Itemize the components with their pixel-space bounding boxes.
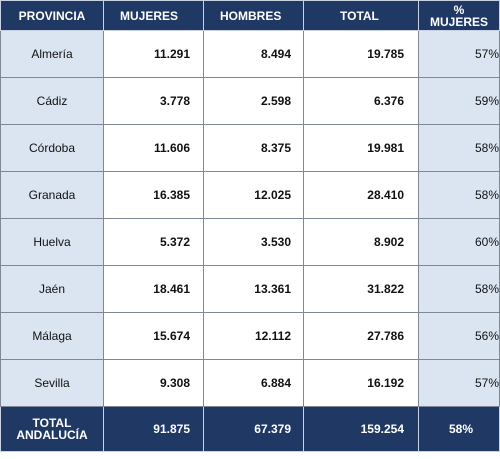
cell-provincia: Cádiz <box>0 77 104 125</box>
cell-pct-mujeres: 60% <box>418 218 500 266</box>
total-total: 159.254 <box>303 406 419 452</box>
cell-hombres: 3.530 <box>203 218 304 266</box>
cell-hombres: 6.884 <box>203 359 304 407</box>
table-row: Córdoba 11.606 8.375 19.981 58% <box>0 124 500 172</box>
header-total: TOTAL <box>303 0 419 31</box>
header-pct-symbol: % <box>453 2 465 17</box>
cell-provincia: Granada <box>0 171 104 219</box>
total-pct: 58% <box>418 406 500 452</box>
table-row: Huelva 5.372 3.530 8.902 60% <box>0 218 500 266</box>
cell-hombres: 12.025 <box>203 171 304 219</box>
cell-total: 8.902 <box>303 218 419 266</box>
table-footer: TOTAL ANDALUCÍA 91.875 67.379 159.254 58… <box>0 406 500 452</box>
cell-provincia: Málaga <box>0 312 104 360</box>
cell-total: 27.786 <box>303 312 419 360</box>
total-label-line1: TOTAL <box>32 416 72 430</box>
cell-provincia: Jaén <box>0 265 104 313</box>
table-row: Málaga 15.674 12.112 27.786 56% <box>0 312 500 360</box>
cell-pct-mujeres: 57% <box>418 359 500 407</box>
cell-mujeres: 15.674 <box>103 312 204 360</box>
cell-mujeres: 18.461 <box>103 265 204 313</box>
cell-hombres: 8.494 <box>203 30 304 78</box>
cell-pct-mujeres: 59% <box>418 77 500 125</box>
cell-total: 6.376 <box>303 77 419 125</box>
cell-mujeres: 3.778 <box>103 77 204 125</box>
cell-provincia: Córdoba <box>0 124 104 172</box>
table-row: Sevilla 9.308 6.884 16.192 57% <box>0 359 500 407</box>
cell-pct-mujeres: 58% <box>418 265 500 313</box>
cell-mujeres: 9.308 <box>103 359 204 407</box>
cell-mujeres: 16.385 <box>103 171 204 219</box>
header-row: PROVINCIA MUJERES HOMBRES TOTAL % MUJERE… <box>0 0 500 31</box>
cell-provincia: Huelva <box>0 218 104 266</box>
cell-pct-mujeres: 57% <box>418 30 500 78</box>
header-provincia: PROVINCIA <box>0 0 104 31</box>
cell-hombres: 13.361 <box>203 265 304 313</box>
cell-hombres: 8.375 <box>203 124 304 172</box>
table-body: Almería 11.291 8.494 19.785 57% Cádiz 3.778 2.5… <box>0 30 500 407</box>
cell-mujeres: 11.291 <box>103 30 204 78</box>
total-row: TOTAL ANDALUCÍA 91.875 67.379 159.254 58… <box>0 406 500 452</box>
cell-mujeres: 11.606 <box>103 124 204 172</box>
cell-pct-mujeres: 58% <box>418 171 500 219</box>
cell-total: 31.822 <box>303 265 419 313</box>
cell-provincia: Sevilla <box>0 359 104 407</box>
total-mujeres: 91.875 <box>103 406 204 452</box>
table-row: Cádiz 3.778 2.598 6.376 59% <box>0 77 500 125</box>
cell-hombres: 12.112 <box>203 312 304 360</box>
total-label-line2: ANDALUCÍA <box>16 428 88 442</box>
cell-pct-mujeres: 56% <box>418 312 500 360</box>
cell-pct-mujeres: 58% <box>418 124 500 172</box>
cell-provincia: Almería <box>0 30 104 78</box>
cell-mujeres: 5.372 <box>103 218 204 266</box>
cell-total: 28.410 <box>303 171 419 219</box>
total-label: TOTAL ANDALUCÍA <box>0 406 104 452</box>
header-mujeres: MUJERES <box>103 0 204 31</box>
header-pct-label: MUJERES <box>429 14 488 29</box>
table-row: Granada 16.385 12.025 28.410 58% <box>0 171 500 219</box>
cell-total: 16.192 <box>303 359 419 407</box>
cell-total: 19.981 <box>303 124 419 172</box>
total-hombres: 67.379 <box>203 406 304 452</box>
cell-hombres: 2.598 <box>203 77 304 125</box>
table-row: Jaén 18.461 13.361 31.822 58% <box>0 265 500 313</box>
cell-total: 19.785 <box>303 30 419 78</box>
table-row: Almería 11.291 8.494 19.785 57% <box>0 30 500 78</box>
header-hombres: HOMBRES <box>203 0 304 31</box>
header-pct-mujeres: % MUJERES <box>418 0 500 31</box>
table-header: PROVINCIA MUJERES HOMBRES TOTAL % MUJERE… <box>0 0 500 31</box>
